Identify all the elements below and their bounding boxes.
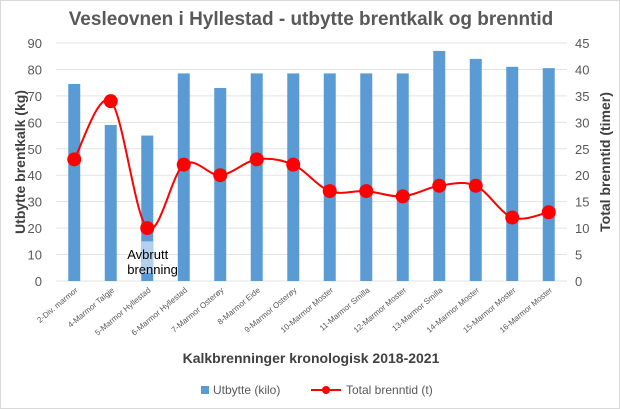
- y-tick-label: 90: [28, 36, 42, 51]
- bar: [542, 68, 555, 281]
- y2-tick-label: 35: [575, 89, 589, 104]
- legend-line-marker: [322, 386, 330, 394]
- y2-tick-label: 40: [575, 62, 589, 77]
- line-point: [249, 152, 264, 167]
- line-point: [468, 178, 483, 193]
- x-axis-label: Kalkbrenninger kronologisk 2018-2021: [183, 350, 440, 366]
- y-tick-label: 20: [28, 221, 42, 236]
- y-tick-label: 80: [28, 62, 42, 77]
- y-tick-label: 60: [28, 115, 42, 130]
- y-axis-label: Utbytte brentkalk (kg): [12, 90, 28, 234]
- line-point: [176, 157, 191, 172]
- y-tick-label: 50: [28, 142, 42, 157]
- line-point: [322, 184, 337, 199]
- line-point: [395, 189, 410, 204]
- line-point: [286, 157, 301, 172]
- bar: [506, 66, 519, 281]
- y-tick-label: 30: [28, 195, 42, 210]
- line-point: [432, 178, 447, 193]
- bar: [469, 58, 482, 281]
- y2-tick-label: 25: [575, 142, 589, 157]
- annotation-text: brenning: [127, 262, 178, 277]
- bar: [177, 73, 190, 282]
- y2-tick-label: 10: [575, 221, 589, 236]
- bar: [68, 83, 81, 281]
- legend-label: Total brenntid (t): [346, 383, 433, 397]
- legend-bar-swatch: [201, 386, 209, 394]
- bar: [214, 87, 227, 281]
- y-tick-label: 0: [35, 274, 42, 289]
- y-tick-label: 40: [28, 168, 42, 183]
- legend-label: Utbytte (kilo): [213, 383, 280, 397]
- y-tick-label: 10: [28, 248, 42, 263]
- line-point: [541, 205, 556, 220]
- y2-tick-label: 20: [575, 168, 589, 183]
- annotation-text: Avbrutt: [127, 247, 168, 262]
- y2-tick-label: 0: [575, 274, 582, 289]
- bar: [396, 73, 409, 282]
- y-tick-label: 70: [28, 89, 42, 104]
- y2-tick-label: 15: [575, 195, 589, 210]
- bar: [287, 73, 300, 282]
- line-point: [140, 221, 155, 236]
- bar: [323, 73, 336, 282]
- y2-tick-label: 45: [575, 36, 589, 51]
- line-point: [213, 168, 228, 183]
- line-point: [505, 210, 520, 225]
- line-point: [359, 184, 374, 199]
- chart-title: Vesleovnen i Hyllestad - utbytte brentka…: [69, 9, 554, 30]
- y2-tick-label: 5: [575, 248, 582, 263]
- line-point: [67, 152, 82, 167]
- annotation-highlight: [141, 241, 154, 274]
- bar: [250, 73, 263, 282]
- y2-axis-label: Total brenntid (timer): [597, 92, 613, 232]
- bar: [360, 73, 373, 282]
- y2-tick-label: 30: [575, 115, 589, 130]
- line-point: [103, 94, 118, 109]
- bar: [433, 50, 446, 281]
- bar: [104, 124, 117, 281]
